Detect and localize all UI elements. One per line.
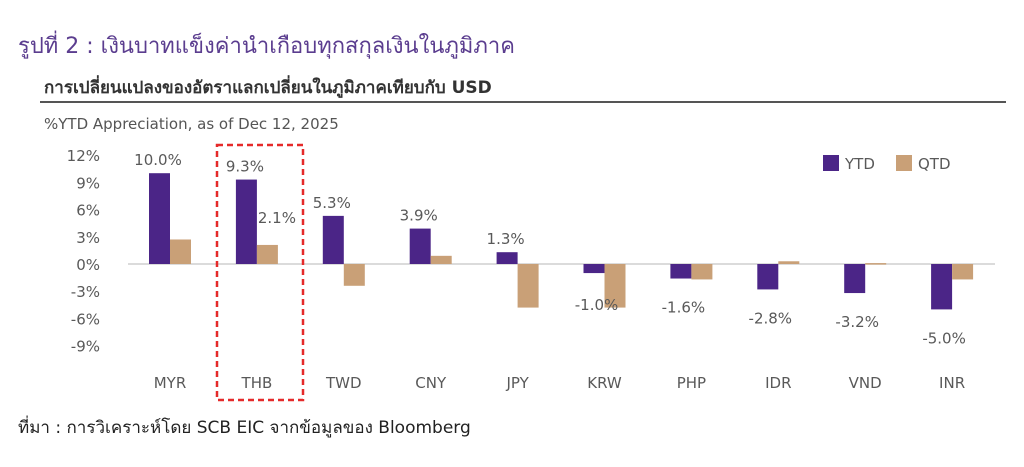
data-label-ytd: -5.0% [922,329,966,347]
data-label-ytd: 10.0% [134,151,182,169]
y-tick-label: 3% [76,229,100,247]
y-tick-label: -6% [71,310,100,328]
x-tick-label: PHP [677,374,706,392]
x-tick-label: THB [241,374,273,392]
x-tick-label: TWD [325,374,362,392]
bar-ytd-thb [235,179,257,264]
y-tick-label: 12% [67,147,100,165]
bar-qtd-cny [430,255,452,264]
bar-qtd-jpy [517,264,539,308]
chart-subtitle: %YTD Appreciation, as of Dec 12, 2025 [44,115,339,133]
bar-ytd-twd [322,215,344,264]
bar-qtd-idr [778,261,800,264]
y-tick-label: 6% [76,202,100,220]
data-label-qtd-thb: 2.1% [258,209,296,227]
legend-swatch-qtd [896,155,912,171]
x-tick-label: CNY [415,374,447,392]
y-tick-label: 0% [76,256,100,274]
data-label-ytd: -1.0% [575,296,619,314]
x-tick-label: KRW [587,374,622,392]
bar-ytd-idr [757,264,779,290]
bar-ytd-php [670,264,692,279]
figure-title: รูปที่ 2 : เงินบาทแข็งค่านำเกือบทุกสกุลเ… [18,34,515,59]
highlight-box-thb [215,143,305,402]
bar-ytd-krw [583,264,605,274]
y-tick-label: -3% [71,283,100,301]
y-tick-label: -9% [71,338,100,356]
source-note: ที่มา : การวิเคราะห์โดย SCB EIC จากข้อมู… [18,418,471,438]
x-tick-label: INR [939,374,965,392]
data-label-ytd: 5.3% [313,194,351,212]
legend-swatch-ytd [823,155,839,171]
bar-qtd-vnd [865,263,887,265]
y-tick-label: 9% [76,174,100,192]
bar-qtd-myr [170,239,191,264]
data-label-ytd: -3.2% [835,313,879,331]
x-tick-label: JPY [505,374,529,392]
x-tick-label: VND [849,374,882,392]
bar-qtd-thb [256,244,278,264]
bar-qtd-krw [604,264,626,308]
legend-label-ytd: YTD [844,155,875,173]
bar-ytd-inr [931,264,953,310]
bar-ytd-vnd [844,264,866,294]
legend-label-qtd: QTD [918,155,951,173]
bar-ytd-myr [149,173,170,264]
data-label-ytd: 3.9% [400,207,438,225]
bar-qtd-twd [343,264,365,286]
data-label-ytd: -1.6% [662,299,706,317]
title-divider [40,101,1006,103]
x-tick-label: MYR [154,374,187,392]
data-label-ytd: 1.3% [487,230,525,248]
bar-ytd-jpy [496,252,518,264]
bar-qtd-php [691,264,713,280]
data-label-ytd: 9.3% [226,158,264,176]
data-label-ytd: -2.8% [749,309,793,327]
bar-ytd-cny [409,228,431,264]
chart-title: การเปลี่ยนแปลงของอัตราแลกเปลี่ยนในภูมิภา… [44,78,492,98]
bar-qtd-inr [952,264,974,280]
x-tick-label: IDR [765,374,791,392]
